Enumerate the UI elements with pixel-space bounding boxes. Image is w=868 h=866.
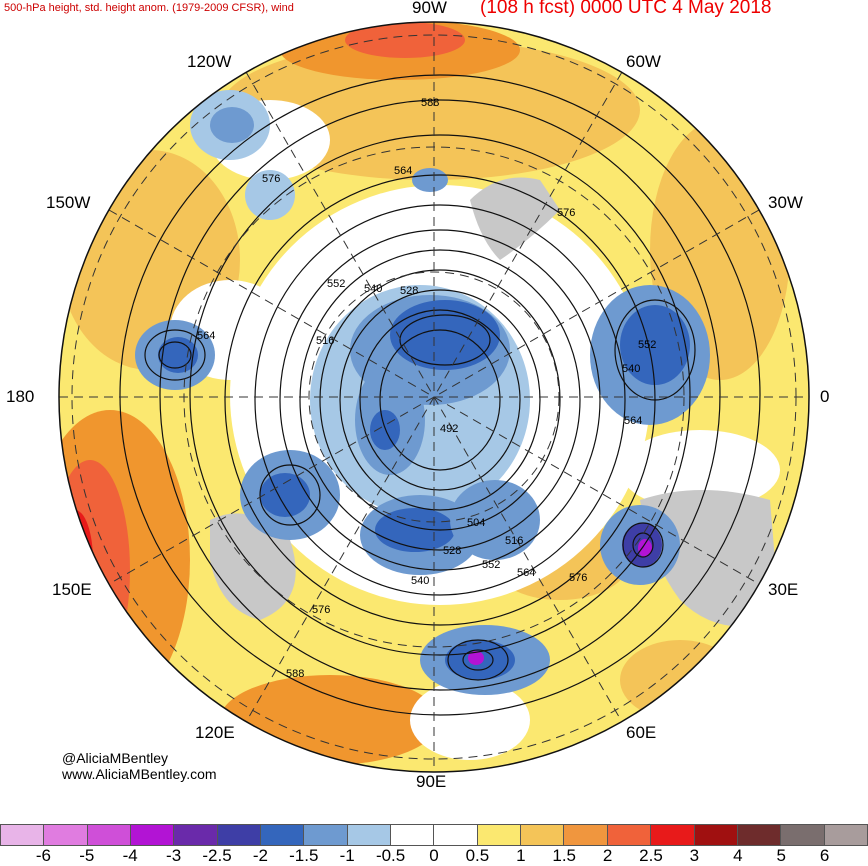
lon-label-30w: 30W <box>768 193 803 212</box>
lon-label-150w: 150W <box>46 193 91 212</box>
contour-label: 588 <box>286 668 304 680</box>
colorbar-tick-label: 1 <box>516 846 526 865</box>
lon-label-150e: 150E <box>52 580 92 599</box>
contour-label: 564 <box>624 415 642 427</box>
colorbar-segment <box>87 824 132 846</box>
contour-label: 552 <box>482 559 500 571</box>
colorbar-tick-label: 4 <box>733 846 743 865</box>
colorbar-segment <box>174 824 218 846</box>
contour-label: 564 <box>394 165 412 177</box>
colorbar-tick-label: 2 <box>602 846 613 865</box>
colorbar-segment <box>824 824 868 846</box>
colorbar-segment <box>391 824 435 846</box>
contour-label: 588 <box>421 97 439 109</box>
colorbar-segment <box>304 824 348 846</box>
colorbar-tick-label: 0 <box>429 846 439 865</box>
contour-label: 564 <box>197 330 215 342</box>
forecast-time-title: (108 h fcst) 0000 UTC 4 May 2018 <box>480 0 772 18</box>
lon-label-180: 180 <box>6 387 35 406</box>
lon-label-60w: 60W <box>626 52 661 71</box>
lon-label-120e: 120E <box>195 723 235 742</box>
colorbar-tick-label: 1.5 <box>552 846 577 865</box>
height-contours <box>119 74 761 716</box>
contour-label: 552 <box>327 278 345 290</box>
contour-label: 576 <box>262 173 280 185</box>
colorbar-tick-label: -3 <box>166 846 182 865</box>
colorbar-segment <box>521 824 565 846</box>
colorbar-segment <box>434 824 478 846</box>
credit-handle: @AliciaMBentley <box>62 750 169 766</box>
colorbar-tick-label: 0.5 <box>465 846 490 865</box>
colorbar-tick-label: 3 <box>689 846 700 865</box>
contour-label: 540 <box>364 283 382 295</box>
colorbar-segment <box>347 824 392 846</box>
map-title: 500-hPa height, std. height anom. (1979-… <box>4 2 294 14</box>
colorbar-segment <box>564 824 608 846</box>
colorbar-segment <box>44 824 88 846</box>
lon-label-60e: 60E <box>626 723 657 742</box>
lon-label-90e: 90E <box>416 772 447 791</box>
colorbar-tick-label: 2.5 <box>639 846 663 865</box>
lon-label-30e: 30E <box>768 580 799 599</box>
contour-labels: 588 576 564 552 540 528 516 492 564 552 … <box>197 97 656 680</box>
colorbar-tick-label: -1.5 <box>289 846 319 865</box>
contour-label: 492 <box>440 423 458 435</box>
polar-stereographic-map: 588 576 564 552 540 528 516 492 564 552 … <box>58 21 810 773</box>
graticule <box>59 22 809 772</box>
contour-label: 576 <box>557 207 575 219</box>
colorbar-tick-label: 6 <box>819 846 830 865</box>
contour-label: 576 <box>569 572 587 584</box>
lon-label-90w: 90W <box>412 0 447 17</box>
contour-label: 528 <box>400 285 418 297</box>
contour-label: 564 <box>517 567 535 579</box>
colorbar-segment <box>607 824 652 846</box>
colorbar-segment <box>477 824 522 846</box>
colorbar-tick-label: -2 <box>252 846 268 865</box>
contour-label: 516 <box>505 535 523 547</box>
colorbar-tick-label: -6 <box>35 846 51 865</box>
colorbar-segment <box>694 824 738 846</box>
colorbar-tick-label: -4 <box>122 846 138 865</box>
credit-website: www.AliciaMBentley.com <box>62 766 217 782</box>
colorbar-segment <box>651 824 695 846</box>
colorbar-segment <box>781 824 825 846</box>
colorbar-tick-label: -5 <box>79 846 95 865</box>
contour-label: 504 <box>467 517 485 529</box>
contour-label: 540 <box>622 363 640 375</box>
contour-label: 528 <box>443 545 461 557</box>
colorbar-tick-label: 5 <box>776 846 786 865</box>
colorbar-segment <box>0 824 45 846</box>
colorbar-tick-label: -0.5 <box>375 846 406 865</box>
contour-label: 540 <box>411 575 429 587</box>
contour-label: 552 <box>638 339 656 351</box>
colorbar-tick-label: -2.5 <box>202 846 232 865</box>
colorbar-segment <box>737 824 782 846</box>
colorbar-tick-label: -1 <box>339 846 355 865</box>
colorbar-segment <box>131 824 175 846</box>
colorbar-segment <box>217 824 262 846</box>
lon-label-120w: 120W <box>187 52 232 71</box>
map-boundary <box>58 21 810 773</box>
lon-label-0: 0 <box>820 387 830 406</box>
colorbar <box>0 824 868 846</box>
colorbar-segment <box>261 824 305 846</box>
contour-label: 516 <box>316 335 334 347</box>
contour-label: 576 <box>312 604 330 616</box>
